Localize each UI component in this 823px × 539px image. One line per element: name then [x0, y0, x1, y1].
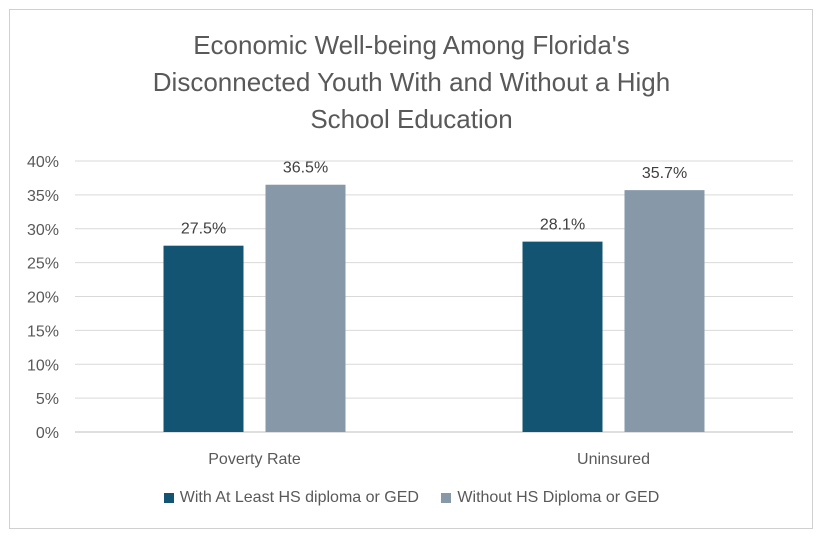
chart-title-line-2: Disconnected Youth With and Without a Hi…: [152, 67, 671, 97]
data-label: 27.5%: [181, 221, 226, 238]
y-tick-label: 15%: [27, 323, 59, 340]
legend-swatch-without-diploma: [441, 493, 452, 503]
y-tick-label: 25%: [27, 256, 59, 273]
y-tick-label: 10%: [27, 357, 59, 374]
y-tick-label: 30%: [27, 222, 59, 239]
bar: [265, 184, 346, 432]
data-label: 28.1%: [540, 217, 585, 234]
legend-item-without-diploma: Without HS Diploma or GED: [441, 489, 659, 507]
data-label: 35.7%: [642, 165, 687, 182]
legend-swatch-with-diploma: [163, 493, 174, 503]
bar: [522, 241, 603, 432]
bar: [624, 190, 705, 432]
y-tick-label: 20%: [27, 290, 59, 307]
y-tick-label: 5%: [36, 391, 59, 408]
x-category-label: Poverty Rate: [208, 451, 301, 468]
x-category-label: Uninsured: [577, 451, 650, 468]
legend: With At Least HS diploma or GED Without …: [0, 489, 823, 508]
y-tick-label: 0%: [36, 425, 59, 442]
legend-item-with-diploma: With At Least HS diploma or GED: [163, 489, 419, 507]
y-tick-label: 35%: [27, 188, 59, 205]
bar: [163, 245, 244, 432]
legend-label-without-diploma: Without HS Diploma or GED: [457, 489, 660, 506]
chart-title: Economic Well-being Among Florida's Disc…: [0, 27, 823, 138]
chart-title-line-1: Economic Well-being Among Florida's: [193, 30, 630, 60]
legend-label-with-diploma: With At Least HS diploma or GED: [179, 489, 419, 506]
chart-title-line-3: School Education: [310, 104, 513, 134]
data-label: 36.5%: [283, 160, 328, 177]
y-tick-label: 40%: [27, 154, 59, 171]
